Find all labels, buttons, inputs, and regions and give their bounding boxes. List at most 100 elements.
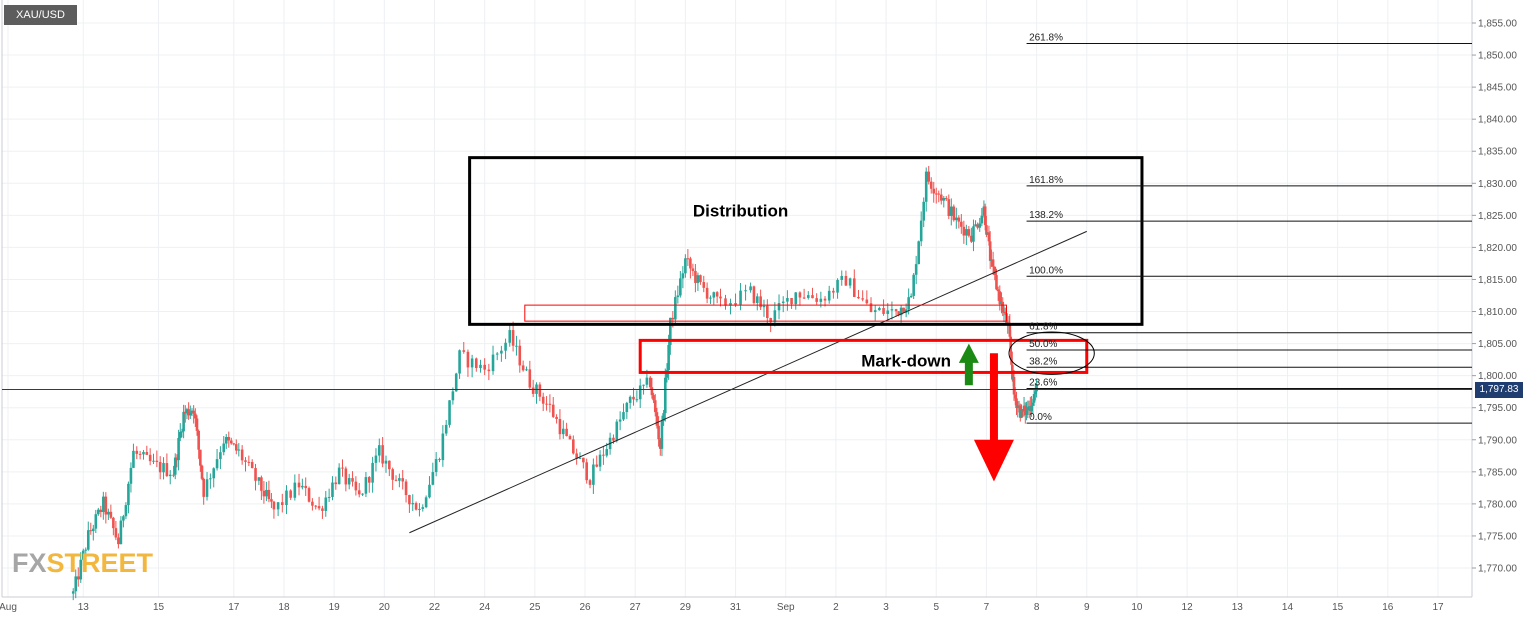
candle-body: [462, 350, 466, 352]
candle-body: [674, 297, 677, 320]
candle-body: [508, 330, 512, 343]
candle-body: [234, 444, 238, 451]
candle-body: [719, 296, 722, 299]
candle-body: [99, 509, 103, 513]
x-tick-label: 10: [1131, 602, 1143, 613]
candle-body: [972, 226, 975, 242]
candle-body: [985, 225, 988, 235]
candle-body: [759, 296, 762, 308]
candle-body: [873, 310, 877, 313]
candle-body: [321, 508, 324, 511]
candle-body: [86, 530, 90, 550]
candle-body: [1035, 384, 1038, 392]
candle-body: [337, 467, 341, 485]
candle-body: [1020, 409, 1023, 418]
distribution-label: Distribution: [693, 202, 788, 221]
candle-body: [377, 445, 381, 456]
candle-body: [1034, 391, 1037, 395]
candle-body: [595, 464, 599, 467]
candle-body: [744, 290, 747, 292]
candle-body: [679, 278, 682, 296]
candle-body: [538, 384, 542, 397]
candle-body: [960, 221, 963, 227]
candle-body: [428, 484, 431, 498]
candle-body: [645, 377, 649, 385]
y-tick-label: 1,845.00: [1478, 83, 1517, 94]
candle-body: [671, 317, 675, 320]
candle-body: [155, 460, 159, 462]
candle-body: [317, 506, 321, 509]
candle-body: [575, 453, 578, 459]
red-down-arrow: [973, 353, 1014, 482]
candle-body: [724, 298, 727, 306]
x-tick-label: 25: [529, 602, 541, 613]
candle-body: [602, 454, 605, 456]
candle-body: [568, 436, 572, 440]
candle-body: [815, 298, 818, 302]
candle-body: [384, 460, 388, 464]
candle-body: [749, 286, 752, 291]
candle-body: [667, 344, 670, 370]
candle-body: [202, 478, 205, 497]
candle-body: [324, 497, 328, 511]
candle-body: [729, 303, 732, 306]
candle-body: [209, 478, 212, 480]
candle-body: [267, 489, 271, 500]
x-tick-label: 13: [1232, 602, 1244, 613]
candle-body: [189, 412, 192, 416]
candle-body: [832, 290, 835, 293]
candle-body: [424, 497, 428, 508]
candle-body: [265, 489, 268, 497]
candle-body: [691, 268, 695, 271]
candle-body: [585, 462, 588, 481]
candle-body: [766, 305, 769, 319]
candle-body: [222, 443, 226, 453]
y-tick-label: 1,850.00: [1478, 51, 1517, 62]
y-tick-label: 1,780.00: [1478, 499, 1517, 510]
candle-body: [244, 460, 247, 462]
candle-body: [297, 482, 301, 488]
candle-body: [418, 508, 421, 510]
candle-body: [145, 452, 149, 455]
candle-body: [119, 520, 123, 545]
symbol-badge: XAU/USD: [4, 5, 77, 25]
candle-body: [212, 468, 216, 479]
y-tick-label: 1,815.00: [1478, 275, 1517, 286]
y-tick-label: 1,825.00: [1478, 211, 1517, 222]
fibonacci-label: 100.0%: [1029, 265, 1063, 276]
candle-body: [642, 384, 645, 386]
candle-body: [374, 455, 378, 463]
candle-body: [199, 449, 202, 466]
x-tick-label: 16: [1382, 602, 1394, 613]
candle-body: [653, 400, 657, 413]
candle-body: [852, 278, 856, 297]
x-tick-label: 9: [1084, 602, 1090, 613]
candle-body: [247, 461, 251, 463]
candle-body: [1010, 351, 1013, 365]
candle-body: [272, 501, 276, 510]
candle-body: [762, 305, 766, 308]
candle-body: [344, 468, 348, 485]
candle-body: [168, 474, 172, 477]
candle-body: [391, 469, 394, 480]
candle-body: [280, 502, 284, 506]
candle-body: [215, 459, 219, 469]
candle-body: [904, 309, 908, 313]
candle-body: [194, 413, 197, 419]
candle-body: [404, 481, 408, 496]
candle-body: [71, 591, 75, 594]
y-tick-label: 1,785.00: [1478, 467, 1517, 478]
candle-body: [421, 507, 425, 509]
fibonacci-label: 261.8%: [1029, 33, 1063, 44]
candle-body: [811, 295, 814, 299]
candle-body: [351, 478, 354, 482]
candle-body: [180, 431, 184, 433]
x-tick-label: 29: [680, 602, 692, 613]
candle-body: [650, 387, 654, 396]
x-tick-label: 13: [78, 602, 90, 613]
candle-body: [555, 416, 558, 419]
candle-body: [681, 273, 685, 279]
candle-body: [840, 275, 844, 280]
candle-body: [408, 495, 411, 505]
